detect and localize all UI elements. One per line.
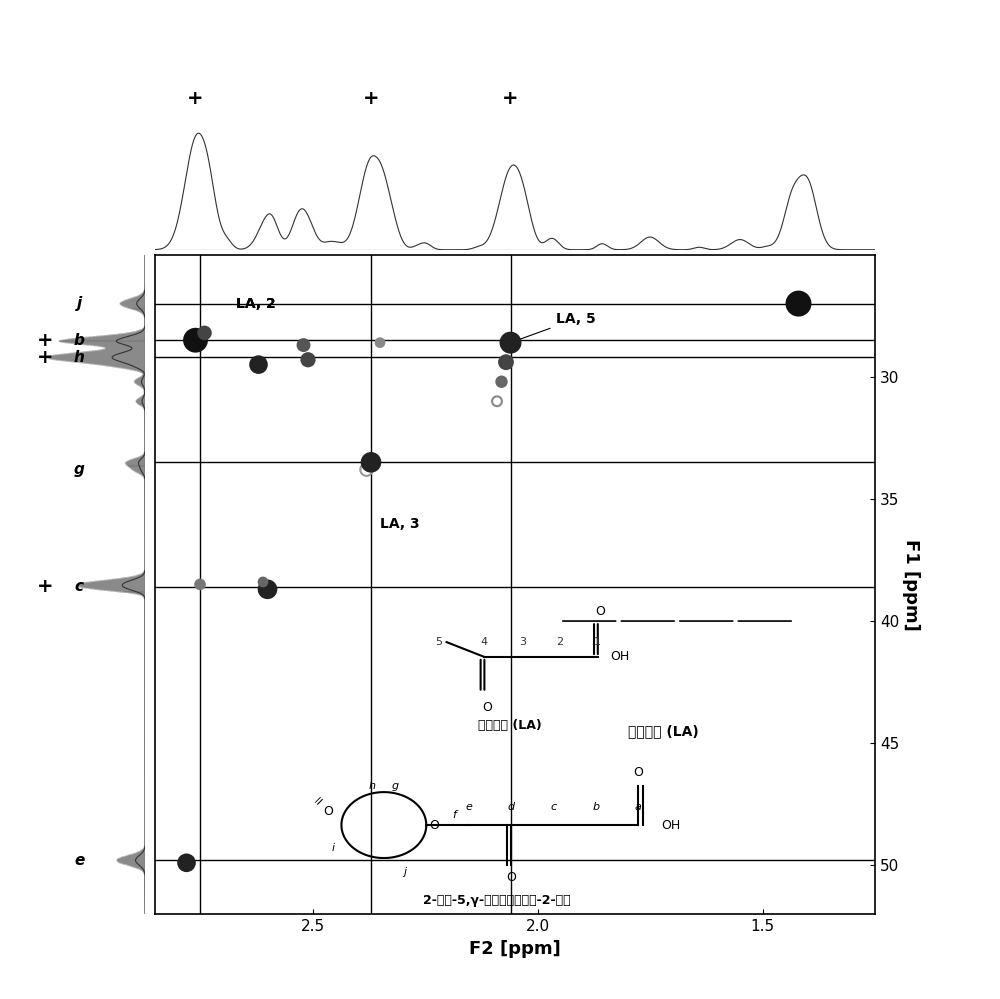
Text: LA, 3: LA, 3 bbox=[380, 517, 420, 531]
Text: +: + bbox=[187, 89, 204, 108]
Text: e: e bbox=[74, 853, 84, 868]
Point bbox=[296, 337, 312, 353]
Point bbox=[358, 462, 374, 478]
Text: +: + bbox=[37, 331, 53, 350]
Text: 3: 3 bbox=[519, 636, 526, 646]
Text: i: i bbox=[331, 843, 335, 853]
Text: g: g bbox=[74, 463, 85, 478]
Point bbox=[192, 576, 208, 592]
Point bbox=[300, 352, 316, 368]
Text: e: e bbox=[465, 802, 472, 812]
Text: h: h bbox=[74, 350, 85, 365]
Text: c: c bbox=[75, 579, 84, 594]
Point bbox=[188, 333, 204, 349]
Text: LA, 5: LA, 5 bbox=[514, 312, 595, 342]
Text: d: d bbox=[508, 802, 515, 812]
Text: c: c bbox=[551, 802, 557, 812]
Text: 乙酰丙酸 (LA): 乙酰丙酸 (LA) bbox=[478, 719, 541, 732]
Text: OH: OH bbox=[610, 650, 630, 663]
Text: a: a bbox=[635, 802, 642, 812]
Point bbox=[178, 855, 194, 871]
Text: LA, 2: LA, 2 bbox=[236, 298, 276, 312]
Text: O: O bbox=[633, 766, 643, 779]
Y-axis label: F1 [ppm]: F1 [ppm] bbox=[902, 538, 920, 630]
Text: O: O bbox=[595, 605, 605, 618]
Text: OH: OH bbox=[661, 818, 680, 831]
Point bbox=[196, 325, 213, 341]
Point bbox=[255, 574, 271, 590]
Text: 4: 4 bbox=[481, 636, 488, 646]
Text: +: + bbox=[37, 348, 53, 367]
Point bbox=[372, 335, 388, 351]
X-axis label: F2 [ppm]: F2 [ppm] bbox=[469, 939, 561, 957]
Text: LA, 2: LA, 2 bbox=[236, 298, 276, 312]
Point bbox=[260, 581, 276, 597]
Text: +: + bbox=[37, 577, 53, 596]
Text: j: j bbox=[77, 296, 82, 311]
Text: O: O bbox=[506, 871, 516, 884]
Text: O: O bbox=[429, 818, 439, 831]
Text: O: O bbox=[323, 805, 333, 818]
Text: b: b bbox=[592, 802, 600, 812]
Point bbox=[363, 455, 379, 471]
Text: +: + bbox=[502, 89, 519, 108]
Point bbox=[250, 357, 266, 373]
Text: 2-甲基-5,γ-二氧代四氢呋喃-2-戊酸: 2-甲基-5,γ-二氧代四氢呋喃-2-戊酸 bbox=[423, 894, 571, 907]
Text: 1: 1 bbox=[594, 636, 601, 646]
Point bbox=[489, 394, 505, 410]
Text: O: O bbox=[482, 701, 492, 714]
Text: +: + bbox=[363, 89, 379, 108]
Text: 5: 5 bbox=[436, 636, 443, 646]
Text: h: h bbox=[369, 781, 376, 791]
Text: 2: 2 bbox=[556, 636, 564, 646]
Text: f: f bbox=[453, 810, 457, 820]
Text: =: = bbox=[311, 792, 327, 808]
Point bbox=[498, 355, 514, 371]
Text: j: j bbox=[404, 867, 407, 877]
Point bbox=[494, 374, 510, 390]
Text: g: g bbox=[392, 781, 399, 791]
Text: 乙酰丙酸 (LA): 乙酰丙酸 (LA) bbox=[628, 724, 699, 738]
Point bbox=[503, 335, 519, 351]
Text: b: b bbox=[74, 333, 85, 348]
Point bbox=[790, 296, 806, 312]
